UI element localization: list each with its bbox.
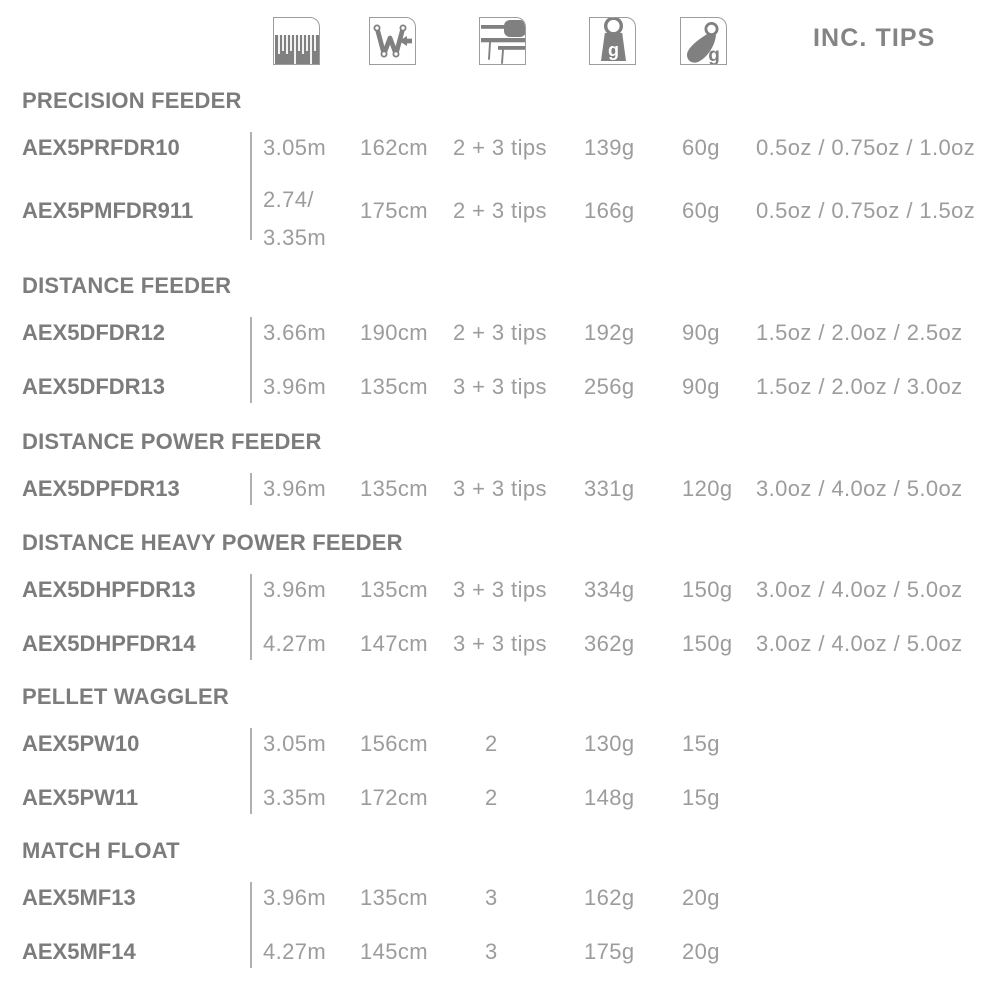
svg-text:g: g bbox=[608, 40, 619, 60]
svg-text:g: g bbox=[708, 45, 720, 65]
